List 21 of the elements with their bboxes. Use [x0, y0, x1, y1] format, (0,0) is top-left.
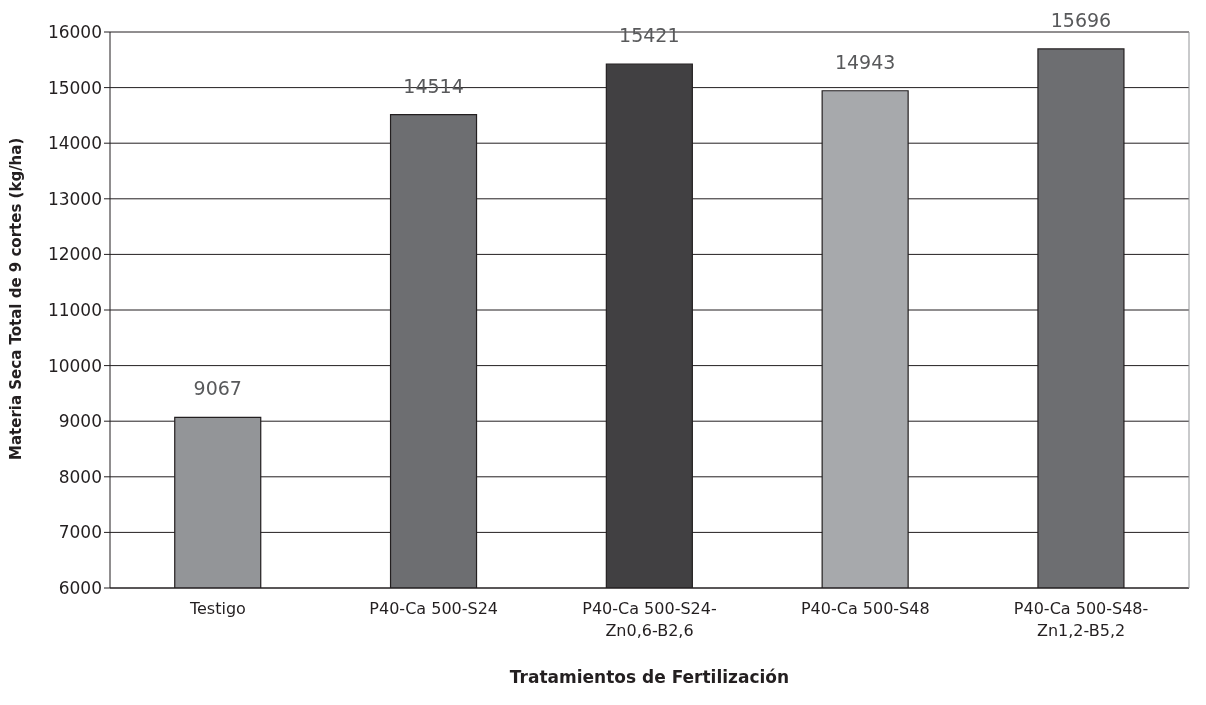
- y-tick-label: 10000: [47, 355, 102, 376]
- y-tick-label: 11000: [47, 300, 102, 321]
- y-tick-label: 16000: [47, 22, 102, 43]
- y-axis-title: Materia Seca Total de 9 cortes (kg/ha): [7, 137, 26, 460]
- y-tick-label: 12000: [47, 244, 102, 265]
- data-label: 15696: [1050, 8, 1112, 31]
- y-tick-label: 8000: [58, 466, 102, 487]
- y-tick-label: 9000: [58, 411, 102, 432]
- x-tick-label: P40-Ca 500-S24: [369, 599, 499, 618]
- data-label: 9067: [193, 377, 242, 400]
- y-tick-label: 14000: [47, 133, 102, 154]
- y-tick-label: 6000: [58, 578, 102, 599]
- y-tick-label: 15000: [47, 77, 102, 98]
- x-tick-label: Testigo: [188, 599, 246, 618]
- x-axis-title: Tratamientos de Fertilización: [509, 667, 790, 687]
- y-tick-label: 7000: [58, 522, 102, 543]
- x-tick-label: P40-Ca 500-S48: [800, 599, 930, 618]
- x-tick-label: P40-Ca 500-S48- Zn1,2-B5,2: [1013, 599, 1149, 640]
- y-tick-label: 13000: [47, 188, 102, 209]
- x-tick-label: P40-Ca 500-S24- Zn0,6-B2,6: [582, 599, 717, 640]
- data-label: 14943: [834, 50, 896, 73]
